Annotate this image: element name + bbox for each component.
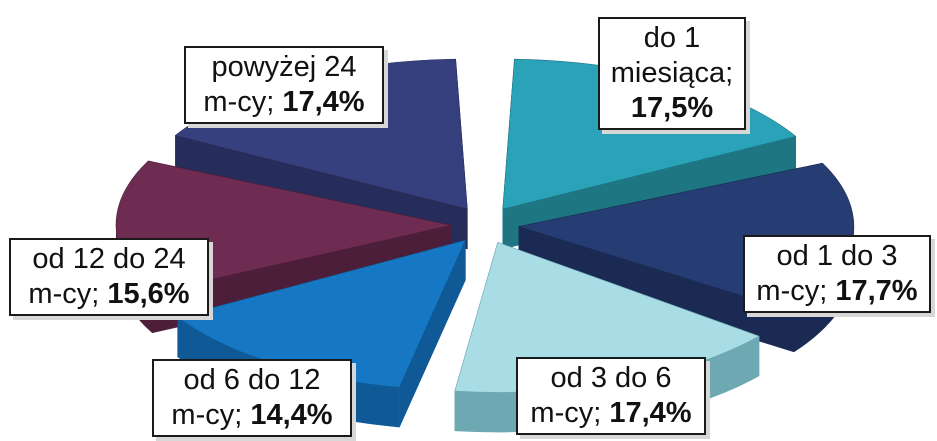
label-line1: powyżej 24 <box>211 51 357 83</box>
label-line1: od 6 do 12 <box>183 364 321 396</box>
label-value: 17,7% <box>835 275 918 307</box>
label-powyzej-24: powyżej 24 m-cy; 17,4% <box>184 46 384 124</box>
label-line1: od 3 do 6 <box>550 362 672 394</box>
label-value: 15,6% <box>107 278 190 310</box>
label-value: 14,4% <box>250 399 333 431</box>
label-line2: m-cy; <box>203 86 275 118</box>
label-value: 17,5% <box>630 92 714 124</box>
label-line2: m-cy; <box>756 275 828 307</box>
label-line2: m-cy; <box>28 278 100 310</box>
label-value: 17,4% <box>609 397 692 429</box>
label-do-1-miesiaca: do 1 miesiąca; 17,5% <box>598 17 746 130</box>
label-line2: m-cy; <box>171 399 243 431</box>
label-od-3-do-6: od 3 do 6 m-cy; 17,4% <box>516 357 706 435</box>
label-od-6-do-12: od 6 do 12 m-cy; 14,4% <box>152 359 352 437</box>
label-value: 17,4% <box>282 86 365 118</box>
label-line1: od 12 do 24 <box>32 243 186 275</box>
label-line2: miesiąca; <box>610 57 734 89</box>
label-line1: od 1 do 3 <box>776 240 898 272</box>
label-line1: do 1 <box>643 22 701 54</box>
label-line2: m-cy; <box>530 397 602 429</box>
label-od-1-do-3: od 1 do 3 m-cy; 17,7% <box>743 235 931 313</box>
label-od-12-do-24: od 12 do 24 m-cy; 15,6% <box>9 238 209 316</box>
